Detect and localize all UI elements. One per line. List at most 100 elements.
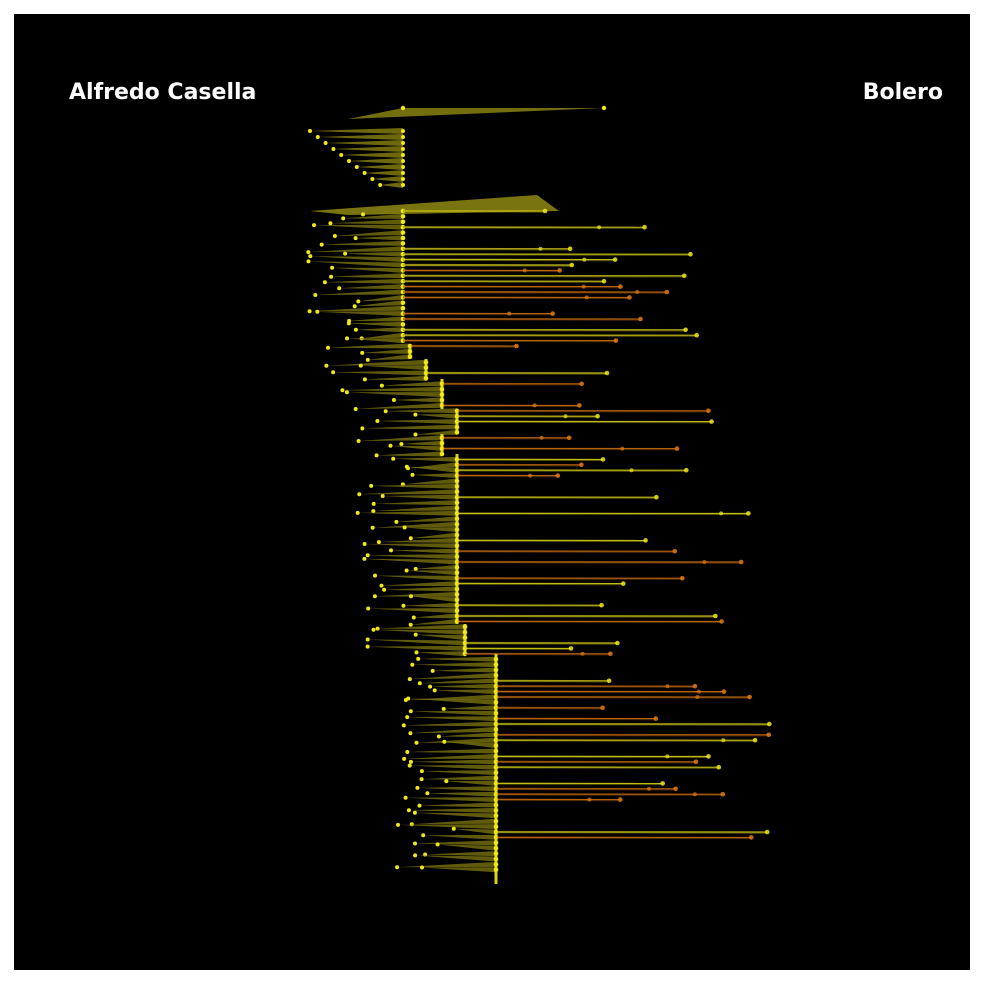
note-point bbox=[340, 388, 345, 393]
contour-wedge bbox=[380, 182, 403, 188]
note-point bbox=[694, 332, 699, 338]
note-point bbox=[371, 509, 376, 514]
note-point bbox=[315, 135, 320, 139]
contour-wedge bbox=[377, 419, 457, 425]
note-point bbox=[315, 309, 320, 314]
contour-wedge bbox=[407, 748, 496, 754]
contour-wedge bbox=[324, 278, 403, 284]
contour-wedge bbox=[368, 608, 457, 614]
contour-wedge bbox=[367, 554, 457, 560]
note-point bbox=[430, 668, 435, 673]
note-point bbox=[405, 715, 410, 720]
contour-wedge bbox=[415, 855, 496, 862]
note-point bbox=[401, 183, 405, 187]
contour-wedge bbox=[417, 786, 496, 792]
contour-wedge bbox=[404, 527, 457, 533]
note-point bbox=[404, 464, 409, 469]
contour-wedge bbox=[443, 705, 496, 711]
piece-title: Bolero bbox=[862, 80, 943, 105]
note-point bbox=[401, 603, 406, 608]
contour-wedge bbox=[403, 721, 496, 727]
note-point bbox=[620, 446, 625, 451]
contour-wedge bbox=[348, 108, 604, 119]
note-point bbox=[409, 594, 413, 599]
note-point bbox=[331, 370, 336, 375]
note-point bbox=[738, 559, 744, 565]
note-point bbox=[401, 129, 405, 133]
note-point bbox=[441, 706, 446, 711]
note-point bbox=[643, 538, 648, 543]
contour-wedge bbox=[356, 164, 403, 170]
contour-wedge bbox=[418, 656, 496, 662]
contour-wedge bbox=[409, 764, 496, 770]
contour-wedge bbox=[393, 456, 457, 462]
note-point bbox=[411, 615, 416, 620]
note-point bbox=[767, 721, 772, 727]
note-point bbox=[618, 797, 623, 802]
note-point bbox=[401, 171, 405, 175]
note-point bbox=[528, 473, 533, 478]
contour-wedge bbox=[349, 316, 403, 322]
contour-wedge bbox=[421, 775, 496, 781]
note-point bbox=[361, 212, 365, 217]
note-point bbox=[401, 141, 405, 145]
note-point bbox=[362, 556, 367, 561]
note-point bbox=[403, 795, 408, 800]
note-point bbox=[421, 833, 426, 838]
note-point bbox=[408, 709, 413, 714]
note-point bbox=[416, 656, 421, 661]
note-point bbox=[642, 224, 647, 230]
note-point bbox=[719, 511, 724, 516]
contour-wedge bbox=[349, 158, 403, 164]
note-point bbox=[400, 105, 406, 111]
note-point bbox=[672, 548, 678, 554]
contour-wedge bbox=[367, 645, 465, 651]
note-point bbox=[414, 740, 419, 745]
contour-wedge bbox=[391, 548, 457, 554]
contour-wedge bbox=[310, 128, 403, 134]
note-point bbox=[550, 311, 555, 316]
note-point bbox=[706, 754, 711, 759]
note-point bbox=[407, 677, 412, 682]
note-point bbox=[339, 153, 344, 157]
note-point bbox=[683, 327, 688, 333]
contour-wedge bbox=[397, 861, 496, 868]
contour-wedge bbox=[372, 521, 457, 528]
note-point bbox=[322, 280, 327, 285]
note-point bbox=[415, 785, 420, 790]
note-point bbox=[409, 822, 414, 827]
contour-wedge bbox=[414, 812, 496, 819]
contour-wedge bbox=[427, 791, 496, 797]
note-point bbox=[341, 216, 346, 221]
note-point bbox=[568, 646, 574, 651]
note-point bbox=[362, 171, 367, 175]
note-point bbox=[413, 853, 418, 858]
contour-wedge bbox=[343, 213, 403, 219]
note-point bbox=[542, 208, 548, 214]
note-point bbox=[665, 684, 670, 689]
note-point bbox=[587, 797, 592, 802]
contour-wedge bbox=[355, 327, 403, 333]
note-point bbox=[319, 242, 324, 247]
note-point bbox=[408, 622, 413, 627]
note-point bbox=[360, 350, 365, 355]
note-point bbox=[425, 791, 430, 796]
note-point bbox=[444, 779, 449, 784]
contour-wedge bbox=[375, 575, 457, 581]
contour-wedge bbox=[381, 381, 442, 387]
note-point bbox=[402, 525, 407, 530]
contour-wedge bbox=[364, 375, 426, 381]
note-point bbox=[665, 754, 670, 759]
note-point bbox=[555, 473, 561, 478]
contour-wedge bbox=[412, 473, 457, 479]
note-point bbox=[618, 284, 623, 289]
contour-wedge bbox=[328, 343, 410, 349]
note-point bbox=[353, 407, 358, 411]
contour-wedge bbox=[373, 505, 457, 512]
note-point bbox=[345, 336, 349, 341]
contour-wedge bbox=[317, 311, 403, 317]
note-point bbox=[405, 750, 410, 754]
note-point bbox=[507, 311, 512, 316]
note-point bbox=[389, 548, 393, 553]
note-point bbox=[383, 409, 388, 414]
